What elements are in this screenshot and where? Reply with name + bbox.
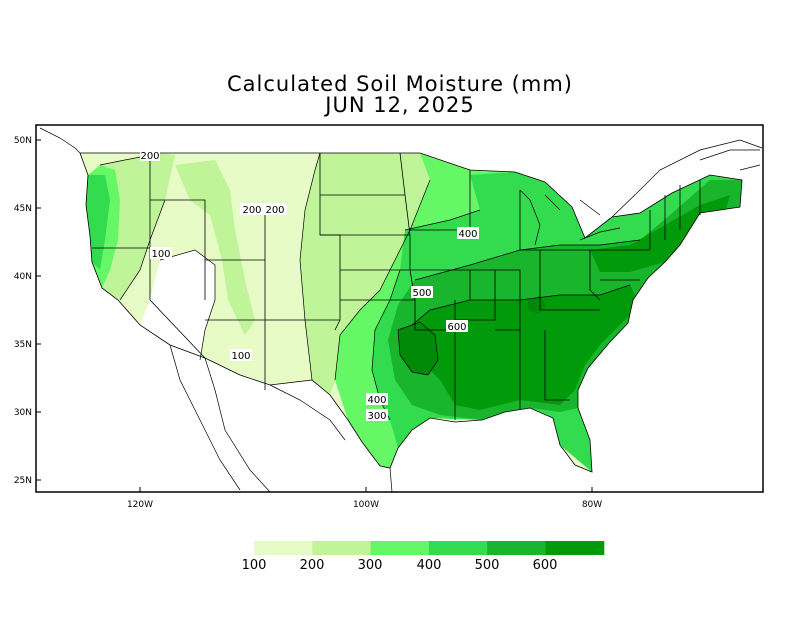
map-title: Calculated Soil Moisture (mm)	[227, 72, 573, 96]
contour-label: 400	[458, 229, 477, 240]
contour-label: 600	[447, 322, 466, 333]
lat-tick-label: 50N	[14, 136, 32, 146]
lat-tick-label: 45N	[14, 204, 32, 214]
fill-level-above-600-small	[528, 296, 546, 314]
legend-label: 200	[299, 558, 325, 573]
map-date: JUN 12, 2025	[325, 93, 475, 117]
lat-tick-label: 40N	[14, 272, 32, 282]
contour-label: 500	[412, 288, 431, 299]
lon-axis: 120W 100W 80W	[127, 487, 602, 510]
legend-label: 600	[532, 558, 558, 573]
legend-swatch	[370, 541, 430, 555]
lat-tick-label: 25N	[14, 476, 32, 486]
legend-label: 100	[241, 558, 267, 573]
contour-value-labels: 200 200 200 100 100 400 500 600 400 300	[140, 149, 479, 422]
legend-label: 300	[357, 558, 383, 573]
fill-below-100	[140, 250, 215, 360]
legend-swatch	[312, 541, 372, 555]
legend-swatch	[545, 541, 605, 555]
contour-label: 300	[367, 411, 386, 422]
moisture-fill	[80, 153, 742, 472]
lat-tick-label: 35N	[14, 340, 32, 350]
lon-tick-label: 120W	[127, 500, 153, 510]
fill-level-600-south	[405, 285, 640, 410]
legend-swatch	[428, 541, 488, 555]
fill-level-200-plains	[300, 153, 430, 395]
fill-level-above-600	[398, 322, 438, 375]
lon-tick-label: 100W	[353, 500, 379, 510]
contour-label: 400	[367, 395, 386, 406]
fill-level-200-rockies	[175, 160, 255, 335]
lat-axis: 50N 45N 40N 35N 30N 25N	[14, 136, 41, 486]
legend-label: 400	[416, 558, 442, 573]
lon-tick-label: 80W	[582, 500, 602, 510]
contour-label: 200	[140, 151, 159, 162]
legend-colorbar	[254, 541, 605, 555]
legend-label: 500	[474, 558, 500, 573]
contour-label: 100	[231, 351, 250, 362]
contour-label: 100	[151, 249, 170, 260]
contour-label: 200	[265, 205, 284, 216]
fill-level-400-west	[86, 175, 110, 270]
legend-swatch	[487, 541, 546, 555]
lat-tick-label: 30N	[14, 408, 32, 418]
plot-frame	[35, 124, 764, 493]
contour-label: 200	[242, 205, 261, 216]
state-boundaries	[79, 152, 743, 473]
legend-swatch	[254, 541, 313, 555]
fill-level-600-northeast	[590, 195, 730, 272]
coastlines	[39, 127, 763, 493]
